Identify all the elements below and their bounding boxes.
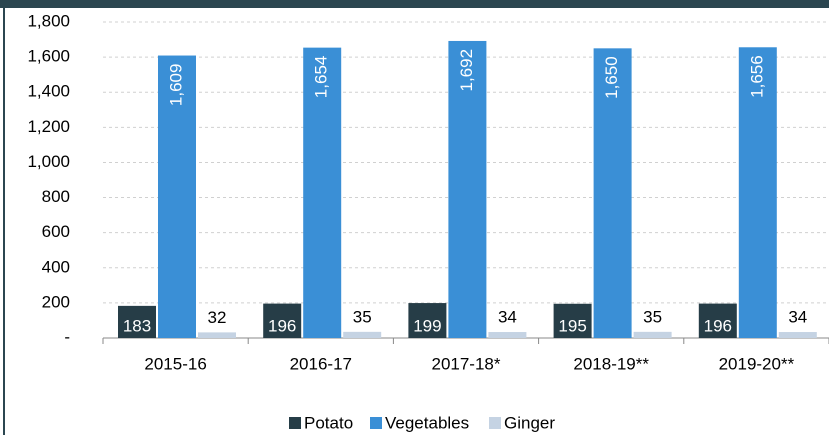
- data-label: 1,654: [312, 56, 331, 99]
- y-tick-label: 1,000: [27, 152, 70, 171]
- header-band: [0, 0, 829, 8]
- bar: [778, 332, 817, 338]
- y-tick-label: 600: [42, 222, 70, 241]
- data-label: 35: [643, 307, 662, 326]
- data-label: 195: [558, 316, 586, 335]
- legend-swatch: [489, 417, 501, 429]
- data-label: 1,692: [457, 49, 476, 92]
- legend-swatch: [289, 417, 301, 429]
- data-label: 34: [788, 308, 807, 327]
- legend-label: Ginger: [504, 413, 555, 432]
- y-tick-label: 1,800: [27, 11, 70, 30]
- data-label: 35: [353, 307, 372, 326]
- legend-swatch: [370, 417, 382, 429]
- x-tick-label: 2018-19**: [573, 354, 649, 373]
- y-tick-label: 1,400: [27, 82, 70, 101]
- frame-left: [3, 8, 5, 435]
- y-tick-label: 1,200: [27, 117, 70, 136]
- legend-label: Vegetables: [385, 413, 469, 432]
- y-tick-label: 800: [42, 187, 70, 206]
- bar: [198, 332, 236, 338]
- data-label: 199: [413, 316, 441, 335]
- x-tick-label: 2015-16: [144, 354, 206, 373]
- y-tick-label: 200: [42, 292, 70, 311]
- y-tick-label: -: [64, 327, 70, 346]
- data-label: 196: [268, 316, 296, 335]
- x-tick-label: 2016-17: [290, 354, 352, 373]
- x-tick-label: 2019-20**: [719, 354, 795, 373]
- data-label: 32: [208, 308, 227, 327]
- y-tick-label: 400: [42, 257, 70, 276]
- bar: [408, 303, 447, 338]
- bar: [633, 331, 672, 338]
- data-label: 34: [498, 308, 517, 327]
- bar: [343, 331, 382, 338]
- bar: [263, 303, 302, 338]
- bar: [448, 40, 487, 339]
- data-label: 1,650: [602, 56, 621, 99]
- bar: [158, 55, 196, 338]
- y-tick-label: 1,600: [27, 47, 70, 66]
- data-label: 1,609: [166, 64, 185, 107]
- bar: [488, 332, 527, 338]
- x-tick-label: 2017-18*: [431, 354, 500, 373]
- bar: [593, 48, 632, 338]
- data-label: 196: [704, 316, 732, 335]
- bar: [303, 47, 342, 339]
- bar: [698, 303, 737, 338]
- legend-label: Potato: [304, 413, 353, 432]
- data-label: 183: [123, 316, 151, 335]
- bar: [738, 47, 777, 338]
- bar: [118, 305, 156, 338]
- data-label: 1,656: [747, 55, 766, 98]
- bar: [553, 303, 592, 338]
